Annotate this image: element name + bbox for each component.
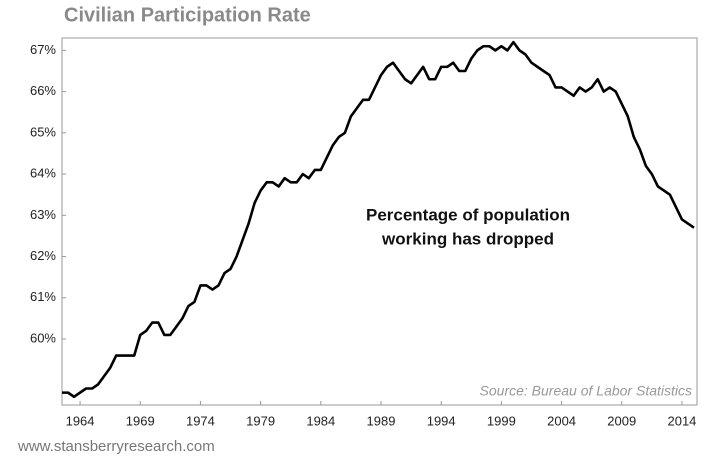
x-tick-label: 1989 (367, 413, 396, 428)
y-tick-label: 60% (30, 330, 56, 345)
y-tick-label: 61% (30, 289, 56, 304)
x-tick-label: 1994 (427, 413, 456, 428)
x-tick-label: 1974 (186, 413, 215, 428)
footer: www.stansberryresearch.com (17, 438, 215, 455)
x-tick-label: 1979 (246, 413, 275, 428)
y-tick-label: 65% (30, 124, 56, 139)
x-tick-label: 1999 (487, 413, 516, 428)
source-note: Source: Bureau of Labor Statistics (480, 383, 692, 399)
annotation: Percentage of population (366, 205, 570, 224)
plot-frame (61, 37, 698, 406)
x-tick-label: 1964 (66, 413, 95, 428)
y-tick-label: 66% (30, 83, 56, 98)
y-tick-label: 64% (30, 166, 56, 181)
x-tick-label: 2014 (667, 413, 696, 428)
chart-title: Civilian Participation Rate (64, 4, 311, 26)
y-tick-label: 67% (30, 42, 56, 57)
data-line (62, 40, 695, 399)
annotation: working has dropped (381, 229, 554, 248)
y-tick-label: 62% (30, 248, 56, 263)
y-tick-label: 63% (30, 207, 56, 222)
x-tick-label: 1984 (306, 413, 335, 428)
x-tick-label: 2004 (547, 413, 576, 428)
x-tick-label: 1969 (126, 413, 155, 428)
x-tick-label: 2009 (607, 413, 636, 428)
